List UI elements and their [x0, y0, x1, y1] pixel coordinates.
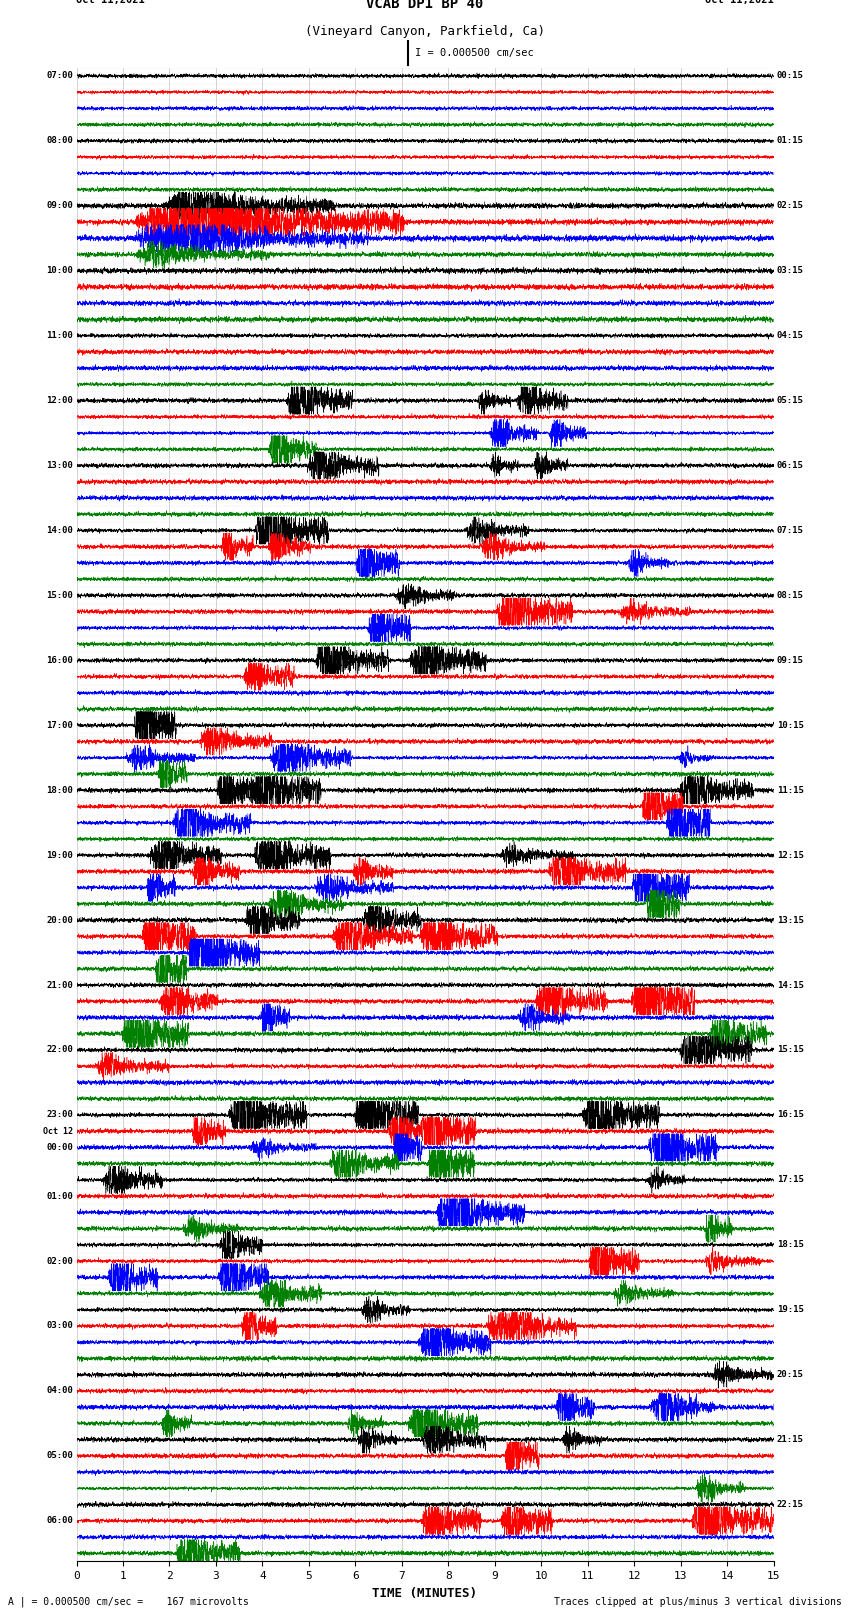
Text: (Vineyard Canyon, Parkfield, Ca): (Vineyard Canyon, Parkfield, Ca) — [305, 24, 545, 37]
Text: Oct 11,2021: Oct 11,2021 — [76, 0, 145, 5]
Text: 21:00: 21:00 — [46, 981, 73, 989]
Text: 08:15: 08:15 — [777, 590, 804, 600]
Text: 19:00: 19:00 — [46, 850, 73, 860]
Text: 13:15: 13:15 — [777, 916, 804, 924]
Text: 16:15: 16:15 — [777, 1110, 804, 1119]
Text: 18:00: 18:00 — [46, 786, 73, 795]
Text: 18:15: 18:15 — [777, 1240, 804, 1250]
Text: 13:00: 13:00 — [46, 461, 73, 469]
Text: Oct 12: Oct 12 — [43, 1126, 73, 1136]
Text: 00:15: 00:15 — [777, 71, 804, 81]
Text: 10:15: 10:15 — [777, 721, 804, 729]
Text: 06:00: 06:00 — [46, 1516, 73, 1526]
Text: 15:15: 15:15 — [777, 1045, 804, 1055]
Text: I = 0.000500 cm/sec: I = 0.000500 cm/sec — [415, 48, 533, 58]
Text: 19:15: 19:15 — [777, 1305, 804, 1315]
Text: 02:15: 02:15 — [777, 202, 804, 210]
Text: 02:00: 02:00 — [46, 1257, 73, 1266]
Text: 11:00: 11:00 — [46, 331, 73, 340]
Text: 04:15: 04:15 — [777, 331, 804, 340]
Text: 21:15: 21:15 — [777, 1436, 804, 1444]
Text: 17:00: 17:00 — [46, 721, 73, 729]
Text: 01:00: 01:00 — [46, 1192, 73, 1200]
Text: 07:15: 07:15 — [777, 526, 804, 536]
Text: 00:00: 00:00 — [46, 1144, 73, 1152]
Text: 14:15: 14:15 — [777, 981, 804, 989]
Text: VCAB DP1 BP 40: VCAB DP1 BP 40 — [366, 0, 484, 11]
Text: 07:00: 07:00 — [46, 71, 73, 81]
Text: 01:15: 01:15 — [777, 137, 804, 145]
Text: 23:00: 23:00 — [46, 1110, 73, 1119]
Text: 12:15: 12:15 — [777, 850, 804, 860]
Text: 20:15: 20:15 — [777, 1369, 804, 1379]
Text: 05:00: 05:00 — [46, 1452, 73, 1460]
Text: 12:00: 12:00 — [46, 397, 73, 405]
Text: 06:15: 06:15 — [777, 461, 804, 469]
Text: A | = 0.000500 cm/sec =    167 microvolts: A | = 0.000500 cm/sec = 167 microvolts — [8, 1595, 249, 1607]
Text: 03:00: 03:00 — [46, 1321, 73, 1331]
Text: Oct 11,2021: Oct 11,2021 — [705, 0, 774, 5]
Text: 03:15: 03:15 — [777, 266, 804, 276]
Text: 22:15: 22:15 — [777, 1500, 804, 1510]
Text: 16:00: 16:00 — [46, 656, 73, 665]
Text: 17:15: 17:15 — [777, 1176, 804, 1184]
Text: 08:00: 08:00 — [46, 137, 73, 145]
Text: 09:15: 09:15 — [777, 656, 804, 665]
Text: 04:00: 04:00 — [46, 1387, 73, 1395]
Text: 20:00: 20:00 — [46, 916, 73, 924]
Text: 05:15: 05:15 — [777, 397, 804, 405]
Text: 15:00: 15:00 — [46, 590, 73, 600]
Text: 22:00: 22:00 — [46, 1045, 73, 1055]
Text: 09:00: 09:00 — [46, 202, 73, 210]
X-axis label: TIME (MINUTES): TIME (MINUTES) — [372, 1587, 478, 1600]
Text: 14:00: 14:00 — [46, 526, 73, 536]
Text: 10:00: 10:00 — [46, 266, 73, 276]
Text: Traces clipped at plus/minus 3 vertical divisions: Traces clipped at plus/minus 3 vertical … — [553, 1597, 842, 1607]
Text: 11:15: 11:15 — [777, 786, 804, 795]
